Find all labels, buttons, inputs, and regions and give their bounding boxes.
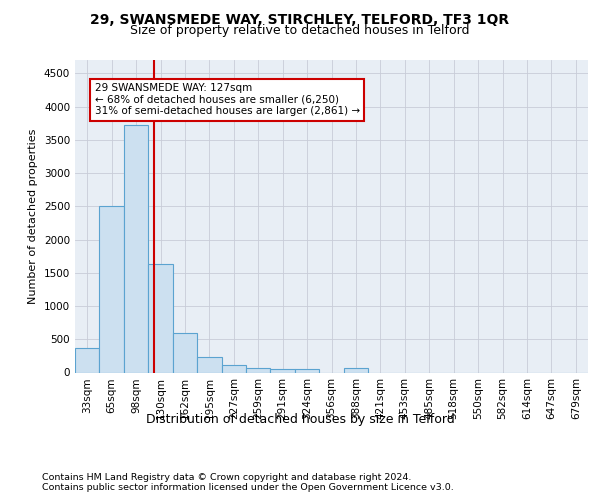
Bar [148, 264, 173, 372]
Bar [197, 357, 221, 372]
Bar [221, 365, 246, 372]
Bar [344, 368, 368, 372]
Text: Contains HM Land Registry data © Crown copyright and database right 2024.: Contains HM Land Registry data © Crown c… [42, 472, 412, 482]
Bar [246, 368, 271, 372]
Y-axis label: Number of detached properties: Number of detached properties [28, 128, 38, 304]
Text: Contains public sector information licensed under the Open Government Licence v3: Contains public sector information licen… [42, 482, 454, 492]
Bar [100, 206, 124, 372]
Bar [173, 334, 197, 372]
Text: Distribution of detached houses by size in Telford: Distribution of detached houses by size … [146, 412, 454, 426]
Text: 29, SWANSMEDE WAY, STIRCHLEY, TELFORD, TF3 1QR: 29, SWANSMEDE WAY, STIRCHLEY, TELFORD, T… [91, 12, 509, 26]
Bar [124, 125, 148, 372]
Bar [295, 369, 319, 372]
Text: Size of property relative to detached houses in Telford: Size of property relative to detached ho… [130, 24, 470, 37]
Text: 29 SWANSMEDE WAY: 127sqm
← 68% of detached houses are smaller (6,250)
31% of sem: 29 SWANSMEDE WAY: 127sqm ← 68% of detach… [95, 84, 359, 116]
Bar [271, 369, 295, 372]
Bar [75, 348, 100, 372]
